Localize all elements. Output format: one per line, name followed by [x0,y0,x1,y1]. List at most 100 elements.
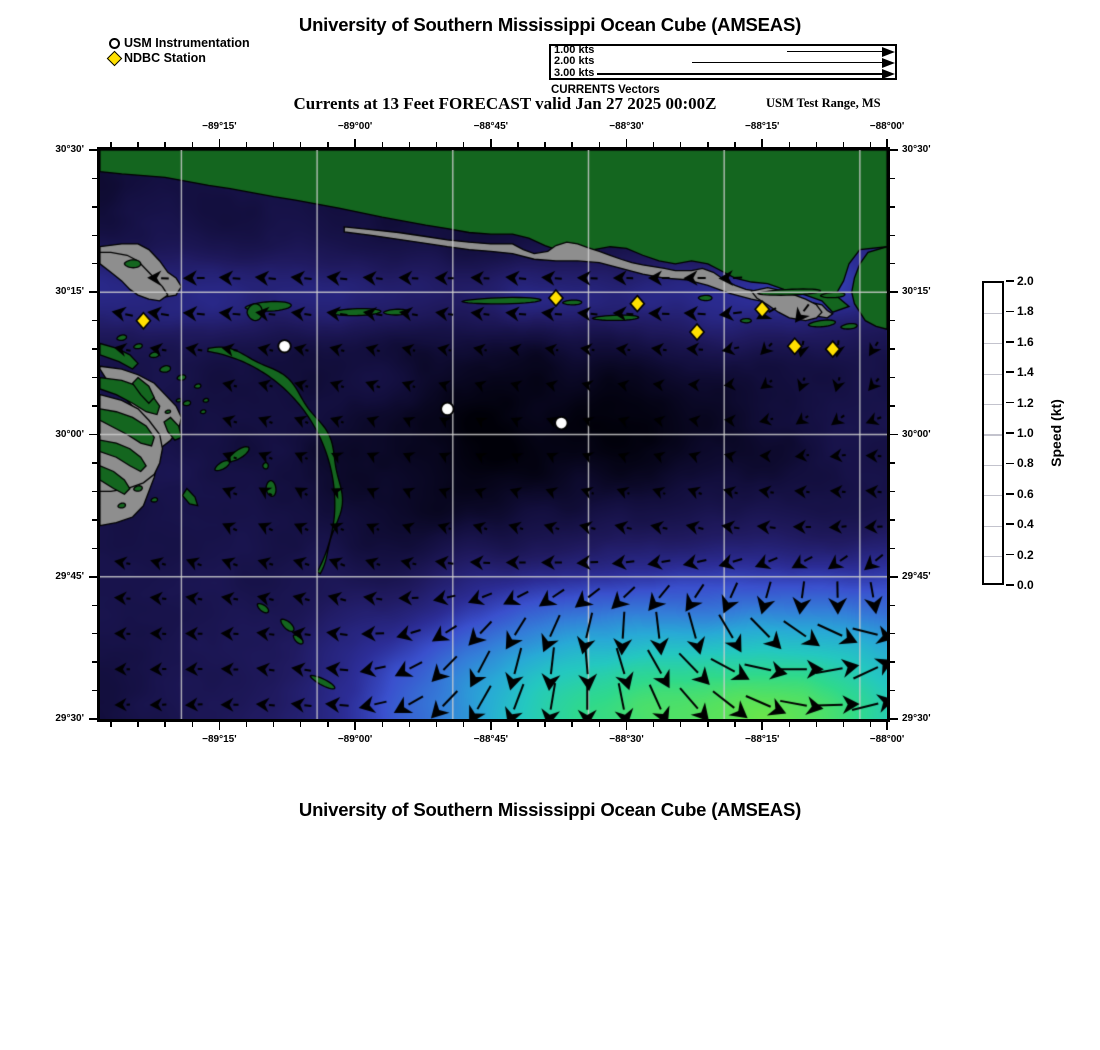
colorbar: 0.0 0.2 0.4 0.6 0.8 1.0 1.2 1.4 1.6 1.8 2.0 Speed … [982,274,1064,592]
axis-tick-x [761,722,763,730]
axis-label-lon: −88°30' [609,121,644,132]
colorbar-tick-label: 0.4 [1017,517,1034,532]
colorbar-tick [1006,553,1014,556]
axis-minor-tick-x [110,722,112,727]
axis-label-lon: −89°15' [202,121,237,132]
colorbar-tick-label: 1.0 [1017,426,1034,440]
axis-label-lon: −88°15' [744,121,780,132]
colorbar-gridline [984,312,1002,315]
axis-label-lon: −89°00' [337,121,373,132]
colorbar-tick [1006,432,1014,434]
colorbar-gridline [984,434,1002,436]
colorbar-tick [1006,280,1014,282]
axis-minor-tick-y [890,661,895,663]
axis-tick-x [886,722,888,730]
axis-minor-tick-x [842,722,845,727]
colorbar-tick [1006,523,1014,525]
axis-minor-tick-y [890,405,895,407]
current-speed-map [100,150,887,719]
axis-minor-tick-y [890,263,895,265]
colorbar-tick-label: 0.2 [1017,547,1034,562]
axis-minor-tick-y [890,348,895,350]
axis-tick-x [490,139,492,147]
axis-tick-y [89,433,97,436]
axis-tick-y [890,433,898,436]
axis-tick-x [218,139,221,147]
axis-minor-tick-y [890,234,895,237]
colorbar-gradient [982,281,1004,585]
axis-tick-y [890,291,898,294]
chart-subtitle: Currents at 13 Feet FORECAST valid Jan 2… [293,94,717,113]
vector-legend-caption: CURRENTS Vectors [551,84,660,96]
axis-minor-tick-x [191,722,193,727]
colorbar-gridline [984,373,1002,375]
axis-minor-tick-y [890,632,895,635]
axis-minor-tick-x [381,722,383,727]
circle-marker-icon [108,38,121,49]
axis-minor-tick-x [164,722,166,727]
colorbar-gridline [984,555,1002,558]
axis-minor-tick-x [652,722,655,727]
vector-shaft [787,50,882,53]
axis-tick-x [625,139,628,147]
colorbar-gridline [984,464,1002,467]
axis-tick-x [625,722,628,730]
vector-arrowhead-icon [882,69,895,80]
axis-minor-tick-x [734,722,736,727]
axis-tick-y [89,149,97,151]
map-plot-area[interactable] [97,147,890,722]
axis-tick-x [761,139,763,147]
axis-label-lon: −88°30' [609,734,644,745]
colorbar-tick [1006,310,1014,313]
vector-legend-label: 1.00 kts [554,44,595,56]
axis-label-lon: −88°45' [473,121,509,132]
axis-minor-tick-y [890,376,895,379]
axis-tick-y [89,291,97,294]
axis-tick-x [490,722,492,730]
symbol-legend: USM Instrumentation NDBC Station [106,36,250,67]
axis-minor-tick-x [544,722,546,727]
legend-item-usm: USM Instrumentation [108,36,250,51]
axis-minor-tick-x [815,722,818,727]
axis-minor-tick-y [890,462,895,464]
axis-label-lat: 30°15' [55,286,84,298]
axis-label-lat: 30°00' [902,428,931,440]
axis-tick-x [886,139,888,147]
axis-minor-tick-y [890,206,895,208]
axis-minor-tick-y [890,490,895,493]
colorbar-tick-label: 0.8 [1017,456,1034,471]
axis-tick-x [218,722,221,730]
axis-label-lat: 29°45' [55,570,84,582]
axis-minor-tick-x [517,722,519,727]
colorbar-tick [1006,493,1014,495]
colorbar-gridline [984,525,1002,527]
legend-item-ndbc: NDBC Station [106,50,250,67]
vector-legend-row: 3.00 kts [551,66,895,80]
axis-label-lon: −89°15' [202,734,237,745]
axis-minor-tick-x [571,722,573,727]
axis-minor-tick-y [890,689,895,692]
colorbar-tick-label: 1.4 [1017,365,1034,380]
axis-minor-tick-y [890,519,895,521]
vector-legend-row: 1.00 kts [551,44,895,57]
axis-minor-tick-x [869,722,872,727]
axis-label-lon: −89°00' [337,734,373,745]
vector-legend-label: 3.00 kts [554,66,595,79]
page-title: University of Southern Mississippi Ocean… [298,14,802,35]
axis-minor-tick-y [890,604,895,606]
colorbar-tick [1006,401,1014,404]
vector-legend-row: 2.00 kts [551,55,895,68]
axis-minor-tick-x [245,722,248,727]
vector-shaft [597,73,882,75]
colorbar-gridline [984,403,1002,406]
axis-minor-tick-x [788,722,790,727]
axis-label-lon: −88°00' [869,734,905,745]
colorbar-tick-label: 1.6 [1017,334,1034,349]
vector-legend-label: 2.00 kts [554,55,595,68]
axis-minor-tick-x [327,722,329,727]
colorbar-gridline [984,343,1002,345]
axis-minor-tick-x [707,722,709,727]
colorbar-tick-label: 2.0 [1017,274,1034,288]
colorbar-tick [1006,371,1014,373]
axis-minor-tick-y [890,547,895,549]
